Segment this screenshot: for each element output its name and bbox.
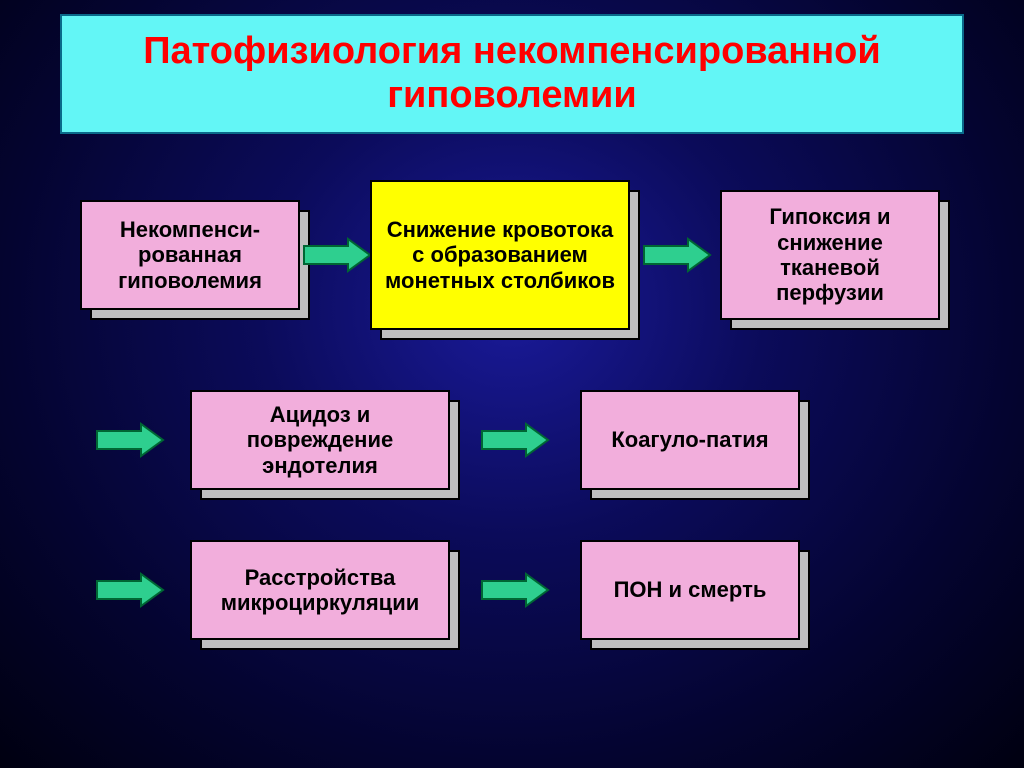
arrow-icon — [95, 420, 165, 460]
node-hypovolemia: Некомпенси-рованная гиповолемия — [80, 200, 300, 310]
slide: Патофизиология некомпенсированной гипово… — [0, 0, 1024, 768]
arrow-icon — [302, 235, 372, 275]
node-mof-death: ПОН и смерть — [580, 540, 800, 640]
node-microcirculation: Расстройства микроциркуляции — [190, 540, 450, 640]
arrow-icon — [480, 570, 550, 610]
node-hypoxia: Гипоксия и снижение тканевой перфузии — [720, 190, 940, 320]
arrow-icon — [480, 420, 550, 460]
node-coagulopathy: Коагуло-патия — [580, 390, 800, 490]
node-acidosis: Ацидоз и повреждение эндотелия — [190, 390, 450, 490]
node-bloodflow: Снижение кровотока с образованием монетн… — [370, 180, 630, 330]
arrow-icon — [642, 235, 712, 275]
arrow-icon — [95, 570, 165, 610]
title-box: Патофизиология некомпенсированной гипово… — [60, 14, 964, 134]
